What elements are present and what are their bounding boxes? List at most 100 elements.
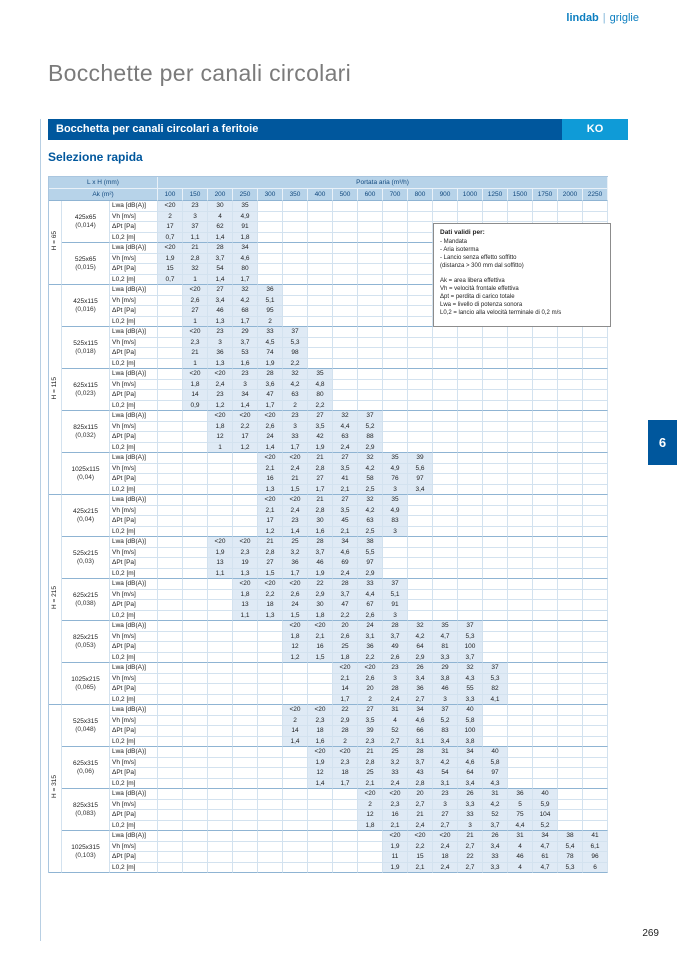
size-cell: 525x65 (0,015) (62, 243, 110, 285)
value-cell (533, 663, 558, 674)
value-cell (233, 505, 258, 516)
value-cell (508, 589, 533, 600)
value-cell (533, 400, 558, 411)
value-cell (408, 442, 433, 453)
value-cell (283, 253, 308, 264)
value-cell: 16 (258, 474, 283, 485)
note-definition: Δpt = perdita di carico totale (440, 294, 515, 300)
value-cell: 80 (308, 390, 333, 401)
value-cell (283, 841, 308, 852)
value-cell (433, 495, 458, 506)
value-cell: <20 (183, 285, 208, 296)
value-cell (258, 768, 283, 779)
value-cell (158, 799, 183, 810)
value-cell (483, 537, 508, 548)
value-cell: 21 (283, 474, 308, 485)
value-cell (483, 589, 508, 600)
value-cell (158, 610, 183, 621)
value-cell (558, 757, 583, 768)
h-group-label-text: H = 65 (51, 231, 59, 251)
value-cell (483, 327, 508, 338)
value-cell: 2,4 (283, 505, 308, 516)
value-cell: 32 (183, 264, 208, 275)
value-cell (258, 747, 283, 758)
value-cell (583, 484, 608, 495)
value-cell (258, 736, 283, 747)
value-cell: 3,5 (358, 715, 383, 726)
value-cell (258, 621, 283, 632)
size-cell: 525x315 (0,048) (62, 705, 110, 747)
value-cell (183, 852, 208, 863)
param-label-cell: L0,2 [m] (110, 862, 158, 873)
size-value: 625x115 (73, 382, 98, 389)
value-cell (358, 211, 383, 222)
value-cell (508, 390, 533, 401)
value-cell: 2,4 (433, 862, 458, 873)
value-cell (433, 484, 458, 495)
value-cell (383, 400, 408, 411)
value-cell (158, 558, 183, 569)
value-cell (308, 211, 333, 222)
value-cell (308, 274, 333, 285)
value-cell: 28 (308, 537, 333, 548)
note-definition: Vh = velocità frontale effettiva (440, 286, 519, 292)
value-cell: 2,4 (333, 568, 358, 579)
value-cell (283, 211, 308, 222)
value-cell (458, 358, 483, 369)
value-cell (283, 852, 308, 863)
value-cell (558, 589, 583, 600)
value-cell (533, 505, 558, 516)
value-cell: 26 (408, 663, 433, 674)
value-cell (408, 589, 433, 600)
value-cell: 25 (283, 537, 308, 548)
value-cell: 1,2 (258, 526, 283, 537)
value-cell: 3,3 (458, 799, 483, 810)
value-cell (308, 327, 333, 338)
value-cell (283, 222, 308, 233)
value-cell: 34 (408, 705, 433, 716)
value-cell (258, 201, 283, 212)
value-cell (483, 568, 508, 579)
value-cell: 2,6 (358, 610, 383, 621)
value-cell (358, 379, 383, 390)
value-cell: 3,5 (333, 463, 358, 474)
value-cell (258, 820, 283, 831)
value-cell: 2,3 (233, 547, 258, 558)
param-label-cell: ΔPt [Pa] (110, 264, 158, 275)
value-cell: 1,6 (308, 526, 333, 537)
value-cell: 0,7 (158, 232, 183, 243)
value-cell: 33 (358, 579, 383, 590)
value-cell (483, 390, 508, 401)
value-cell (358, 337, 383, 348)
value-cell (583, 495, 608, 506)
param-label-cell: Lwa [dB(A)] (110, 789, 158, 800)
value-cell (408, 348, 433, 359)
value-cell (483, 421, 508, 432)
value-cell: 27 (433, 810, 458, 821)
value-cell: 1,4 (283, 526, 308, 537)
value-cell (333, 379, 358, 390)
value-cell (408, 516, 433, 527)
value-cell (308, 810, 333, 821)
value-cell (308, 316, 333, 327)
value-cell (333, 232, 358, 243)
value-cell: 26 (483, 831, 508, 842)
value-cell (433, 589, 458, 600)
value-cell: 96 (583, 852, 608, 863)
value-cell (558, 348, 583, 359)
value-cell (158, 820, 183, 831)
value-cell (533, 736, 558, 747)
value-cell (258, 684, 283, 695)
value-cell: <20 (258, 453, 283, 464)
value-cell (558, 631, 583, 642)
value-cell (283, 295, 308, 306)
value-cell (158, 705, 183, 716)
value-cell (333, 327, 358, 338)
value-cell: 74 (258, 348, 283, 359)
value-cell: 12 (308, 768, 333, 779)
value-cell (233, 862, 258, 873)
value-cell (158, 852, 183, 863)
value-cell: 36 (258, 285, 283, 296)
value-cell: 28 (383, 684, 408, 695)
value-cell: 2,4 (433, 841, 458, 852)
